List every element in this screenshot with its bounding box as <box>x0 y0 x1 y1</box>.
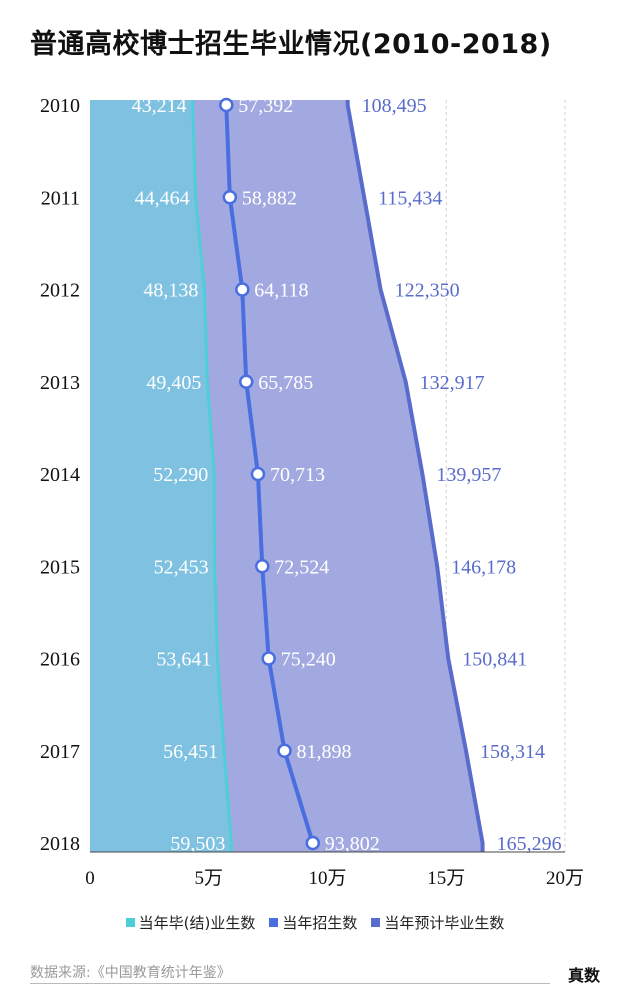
label-enrollment-2016: 75,240 <box>281 649 336 671</box>
y-tick-label-2015: 2015 <box>40 556 80 578</box>
label-expected-graduates-2011: 115,434 <box>378 187 442 209</box>
x-tick-label-4: 20万 <box>546 868 584 889</box>
chart-title: 普通高校博士招生毕业情况(2010-2018) <box>30 29 552 60</box>
y-tick-label-2017: 2017 <box>40 741 80 763</box>
point-enrollment-2012 <box>235 282 250 297</box>
point-enrollment-2017 <box>277 743 292 758</box>
legend-item-enrollment: 当年招生数 <box>269 912 357 933</box>
label-expected-graduates-2010: 108,495 <box>362 95 427 117</box>
brand-logo: 真数 <box>567 966 600 985</box>
y-tick-label-2016: 2016 <box>40 649 80 671</box>
label-enrollment-2013: 65,785 <box>258 372 313 394</box>
label-expected-graduates-2013: 132,917 <box>420 372 485 394</box>
area-graduates <box>90 100 232 852</box>
point-enrollment-2013 <box>238 374 254 389</box>
y-tick-label-2011: 2011 <box>41 187 80 209</box>
label-enrollment-2011: 58,882 <box>242 187 297 209</box>
legend: 当年毕(结)业生数 当年招生数 当年预计毕业生数 <box>0 912 630 933</box>
legend-swatch-enrollment <box>269 918 279 927</box>
point-enrollment-2016 <box>261 651 276 666</box>
y-axis: 2010 2011 2012 2013 2014 2015 2016 2017 2018 <box>40 95 80 855</box>
point-enrollment-2010 <box>219 97 234 113</box>
label-graduates-2017: 56,451 <box>163 741 218 763</box>
legend-item-expected-graduates: 当年预计毕业生数 <box>371 912 504 933</box>
footer-divider <box>30 983 550 984</box>
point-enrollment-2018 <box>305 835 321 851</box>
y-tick-label-2014: 2014 <box>40 464 80 486</box>
data-points <box>219 97 321 851</box>
line-expected-graduates <box>345 100 485 852</box>
line-graduates <box>191 100 233 852</box>
label-graduates-2010: 43,214 <box>132 95 187 117</box>
label-enrollment-2017: 81,898 <box>297 741 352 763</box>
legend-label-graduates: 当年毕(结)业生数 <box>138 914 256 932</box>
label-expected-graduates-2014: 139,957 <box>436 464 501 486</box>
point-enrollment-2015 <box>254 559 270 574</box>
data-labels: 43,214 44,464 48,138 49,405 52,290 52,453 53,6… <box>132 95 562 855</box>
area-chart: 43,214 44,464 48,138 49,405 52,290 52,453 53,6… <box>40 95 584 889</box>
label-expected-graduates-2018: 165,296 <box>497 833 562 855</box>
label-graduates-2016: 53,641 <box>156 649 211 671</box>
y-tick-label-2012: 2012 <box>40 280 80 302</box>
x-axis: 0 5万 10万 15万 20万 <box>85 851 584 889</box>
label-expected-graduates-2016: 150,841 <box>462 649 527 671</box>
x-tick-label-1: 5万 <box>194 868 223 889</box>
label-enrollment-2012: 64,118 <box>254 280 308 302</box>
label-enrollment-2010: 57,392 <box>238 95 293 117</box>
legend-swatch-graduates <box>125 918 135 927</box>
label-expected-graduates-2012: 122,350 <box>395 280 460 302</box>
label-graduates-2012: 48,138 <box>143 280 198 302</box>
label-expected-graduates-2017: 158,314 <box>480 741 545 763</box>
label-enrollment-2015: 72,524 <box>274 556 329 578</box>
label-graduates-2018: 59,503 <box>170 833 225 855</box>
label-graduates-2014: 52,290 <box>153 464 208 486</box>
x-tick-label-2: 10万 <box>308 868 346 889</box>
label-graduates-2011: 44,464 <box>135 187 190 209</box>
legend-label-expected-graduates: 当年预计毕业生数 <box>384 914 505 932</box>
label-graduates-2013: 49,405 <box>146 372 201 394</box>
label-enrollment-2014: 70,713 <box>270 464 325 486</box>
x-tick-label-0: 0 <box>85 868 95 889</box>
point-enrollment-2011 <box>222 190 238 205</box>
label-graduates-2015: 52,453 <box>154 556 209 578</box>
y-tick-label-2018: 2018 <box>40 833 80 855</box>
label-expected-graduates-2015: 146,178 <box>451 556 516 578</box>
label-enrollment-2018: 93,802 <box>325 833 380 855</box>
legend-item-graduates: 当年毕(结)业生数 <box>125 912 256 933</box>
y-tick-label-2013: 2013 <box>40 372 80 394</box>
data-source: 数据来源:《中国教育统计年鉴》 <box>30 965 231 981</box>
x-tick-label-3: 15万 <box>427 868 465 889</box>
legend-label-enrollment: 当年招生数 <box>282 914 358 932</box>
area-layers <box>90 100 483 852</box>
legend-swatch-expected-graduates <box>371 918 381 927</box>
y-tick-label-2010: 2010 <box>40 95 80 117</box>
point-enrollment-2014 <box>250 466 266 482</box>
